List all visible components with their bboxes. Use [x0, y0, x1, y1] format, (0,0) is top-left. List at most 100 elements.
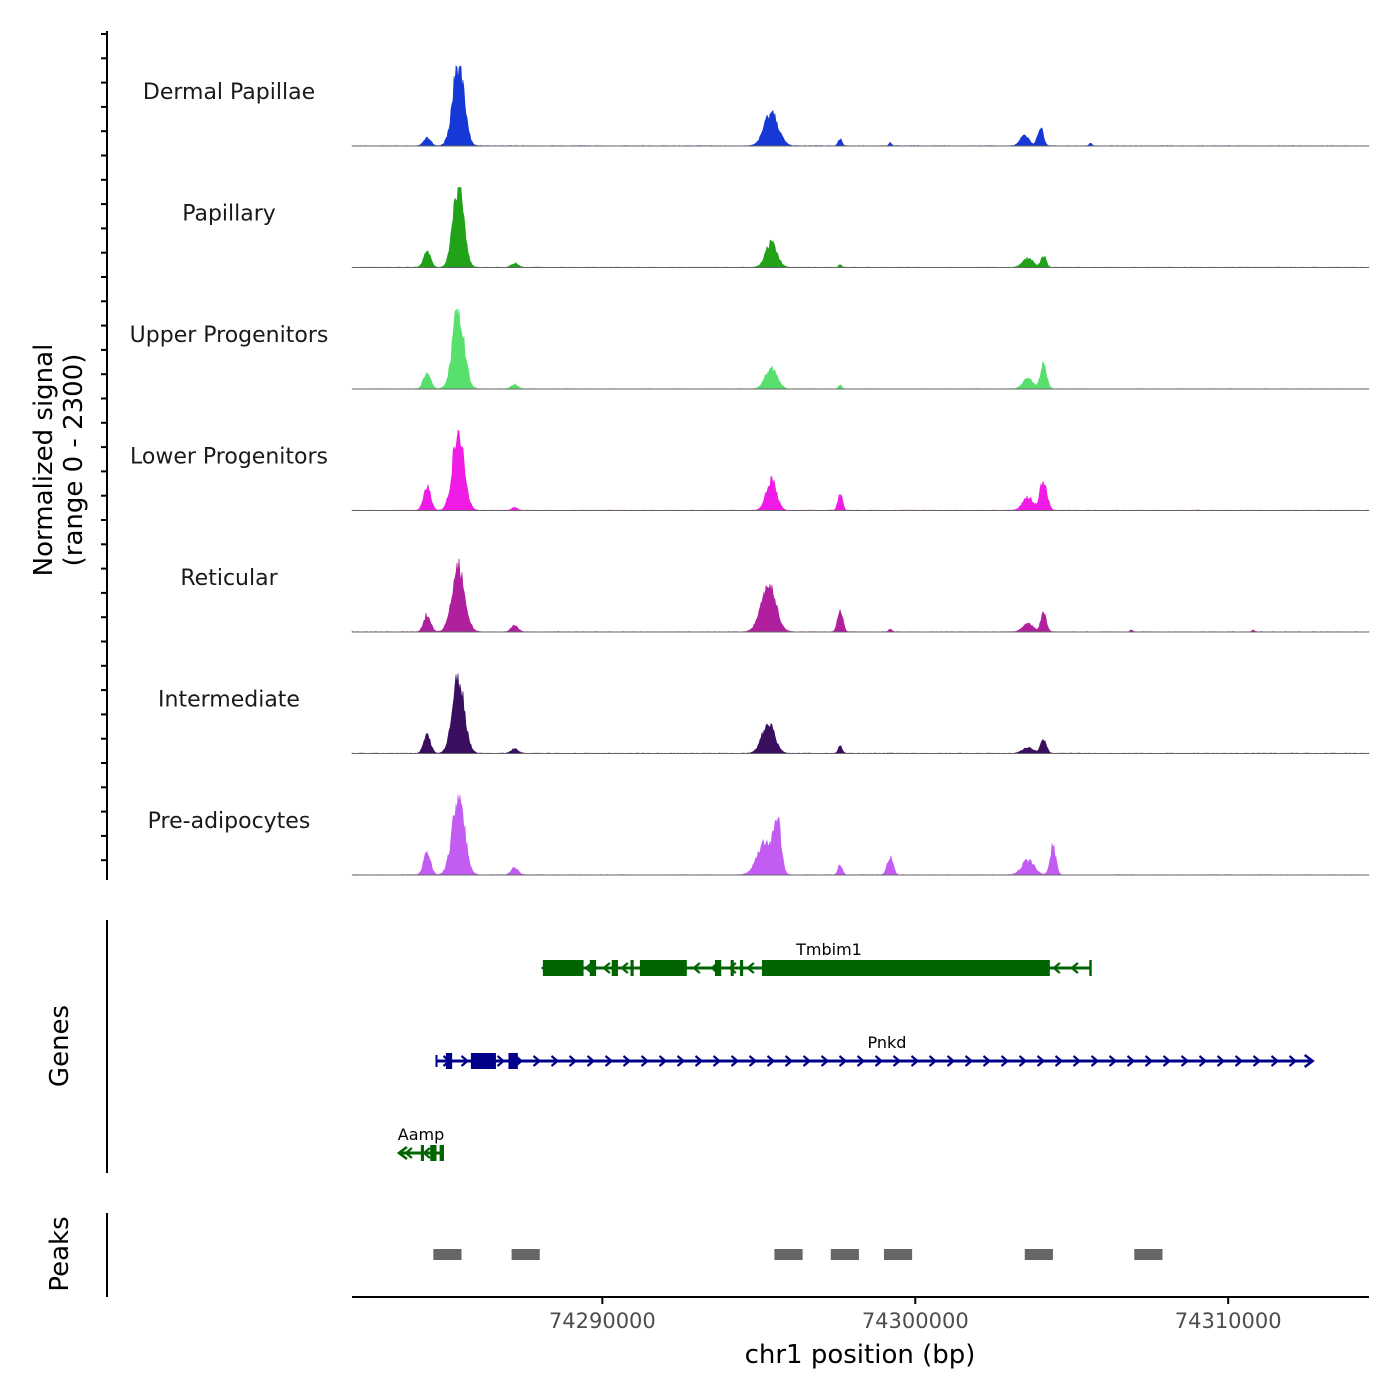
exon — [420, 1145, 424, 1161]
strand-chevron — [658, 1055, 668, 1067]
exon — [714, 960, 722, 976]
signal-area — [351, 187, 1370, 268]
track-label: Papillary — [182, 202, 276, 227]
y-axis-title-line2: (range 0 - 2300) — [59, 354, 89, 567]
track-label: Reticular — [180, 566, 278, 591]
strand-chevron — [928, 1055, 938, 1067]
y-axis-title: Normalized signal (range 0 - 2300) — [29, 344, 89, 577]
exon — [508, 1053, 518, 1069]
strand-chevron — [1072, 1055, 1082, 1067]
strand-chevron — [404, 1147, 413, 1159]
strand-chevron — [712, 1055, 722, 1067]
strand-chevron — [1234, 1055, 1244, 1067]
strand-chevron — [550, 1055, 560, 1067]
peak-region — [1134, 1249, 1163, 1260]
track-reticular: Reticular — [180, 558, 1370, 633]
strand-chevron — [676, 1055, 686, 1067]
strand-chevron — [620, 962, 629, 974]
track-intermediate: Intermediate — [158, 673, 1370, 754]
x-axis-ticks: 74290000 74300000 74310000 — [549, 1297, 1282, 1333]
exon — [761, 960, 1050, 976]
strand-chevron — [874, 1055, 884, 1067]
peak-region — [883, 1249, 913, 1260]
strand-chevron — [766, 1055, 776, 1067]
y-axis-title-line1: Normalized signal — [29, 344, 59, 577]
strand-chevron — [532, 1055, 542, 1067]
strand-chevron — [1054, 1055, 1064, 1067]
strand-chevron — [946, 1055, 956, 1067]
track-lower-progenitors: Lower Progenitors — [130, 430, 1370, 511]
track-dermal-papillae: Dermal Papillae — [143, 65, 1370, 147]
strand-chevron — [784, 1055, 794, 1067]
genes-track-label: Genes — [45, 1005, 75, 1087]
strand-chevron — [1090, 1055, 1100, 1067]
track-label: Dermal Papillae — [143, 80, 315, 105]
track-label: Lower Progenitors — [130, 445, 328, 470]
gene-aamp: Aamp — [396, 1125, 444, 1161]
x-tick-label: 74310000 — [1175, 1309, 1282, 1333]
strand-chevron — [1216, 1055, 1226, 1067]
strand-chevron — [496, 1055, 506, 1067]
strand-chevron — [1126, 1055, 1136, 1067]
peak-region — [433, 1249, 462, 1260]
strand-chevron — [802, 1055, 812, 1067]
y-axis-ticks — [101, 33, 107, 862]
gene-tmbim1: Tmbim1 — [540, 940, 1092, 976]
exon — [430, 1145, 437, 1161]
strand-chevron — [460, 1055, 470, 1067]
strand-chevron — [746, 962, 755, 974]
strand-chevron — [1144, 1055, 1154, 1067]
x-tick-label: 74290000 — [549, 1309, 656, 1333]
strand-chevron — [982, 1055, 992, 1067]
peak-region — [1024, 1249, 1053, 1260]
exon — [611, 960, 618, 976]
strand-chevron — [694, 1055, 704, 1067]
exon — [639, 960, 687, 976]
signal-area — [351, 65, 1370, 147]
exon — [470, 1053, 496, 1069]
peaks-track-label: Peaks — [45, 1216, 75, 1291]
strand-chevron — [602, 962, 611, 974]
signal-area — [351, 794, 1370, 876]
track-papillary: Papillary — [182, 187, 1370, 268]
gene-label: Pnkd — [868, 1033, 907, 1052]
peak-region — [830, 1249, 859, 1260]
strand-chevron — [1270, 1055, 1280, 1067]
exon — [740, 960, 744, 976]
strand-chevron — [1252, 1055, 1262, 1067]
strand-chevron — [1162, 1055, 1172, 1067]
strand-chevron — [586, 1055, 596, 1067]
strand-chevron — [964, 1055, 974, 1067]
strand-chevron — [1018, 1055, 1028, 1067]
strand-chevron — [1036, 1055, 1046, 1067]
track-label: Upper Progenitors — [130, 323, 329, 348]
gene-end-arrow — [1303, 1054, 1315, 1068]
track-upper-progenitors: Upper Progenitors — [130, 308, 1370, 390]
strand-chevron — [622, 1055, 632, 1067]
gene-annotations: Tmbim1 Pnkd Aamp — [396, 940, 1315, 1161]
strand-chevron — [728, 962, 737, 974]
strand-chevron — [730, 1055, 740, 1067]
peak-regions — [433, 1249, 1163, 1260]
strand-chevron — [820, 1055, 830, 1067]
track-label: Intermediate — [158, 688, 300, 713]
signal-tracks: Dermal Papillae Papillary Upper Progenitor… — [130, 65, 1370, 876]
strand-chevron — [1198, 1055, 1208, 1067]
exon — [439, 1145, 443, 1161]
signal-area — [351, 308, 1370, 390]
gene-end-arrow — [396, 1146, 408, 1160]
strand-chevron — [1108, 1055, 1118, 1067]
strand-chevron — [838, 1055, 848, 1067]
signal-area — [351, 673, 1370, 754]
strand-chevron — [1070, 962, 1079, 974]
strand-chevron — [892, 1055, 902, 1067]
gene-label: Tmbim1 — [795, 940, 862, 959]
strand-chevron — [748, 1055, 758, 1067]
strand-chevron — [1180, 1055, 1190, 1067]
strand-chevron — [604, 1055, 614, 1067]
track-pre-adipocytes: Pre-adipocytes — [148, 794, 1370, 876]
strand-chevron — [1288, 1055, 1298, 1067]
track-label: Pre-adipocytes — [148, 809, 311, 834]
strand-chevron — [910, 1055, 920, 1067]
